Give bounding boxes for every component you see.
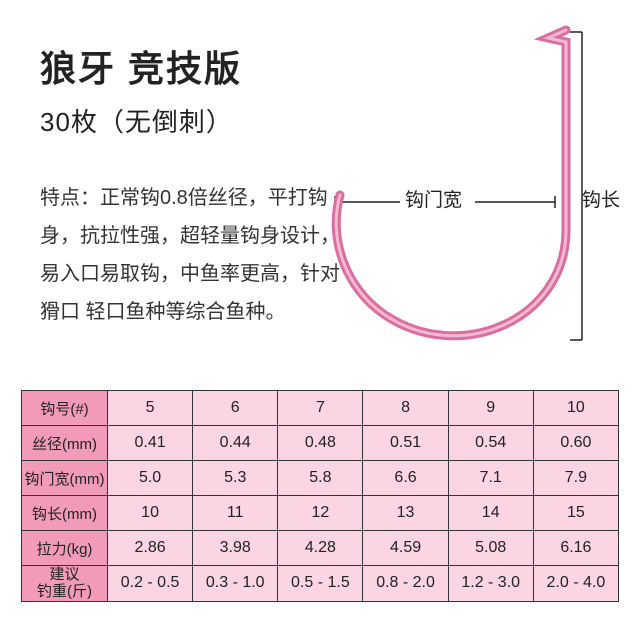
cell: 5.0 xyxy=(108,461,193,496)
cell: 0.3 - 1.0 xyxy=(193,566,278,602)
rowhead-gate: 钩门宽(mm) xyxy=(22,461,108,496)
cell: 5.08 xyxy=(448,531,533,566)
rowhead-weight: 建议钓重(斤) xyxy=(22,566,108,602)
spec-table: 钩号(#) 5 6 7 8 9 10 丝径(mm) 0.41 0.44 0.48… xyxy=(21,390,619,602)
cell: 5.3 xyxy=(193,461,278,496)
cell: 0.54 xyxy=(448,426,533,461)
table-row: 拉力(kg) 2.86 3.98 4.28 4.59 5.08 6.16 xyxy=(22,531,619,566)
table-header-row: 钩号(#) 5 6 7 8 9 10 xyxy=(22,391,619,426)
rowhead-pull: 拉力(kg) xyxy=(22,531,108,566)
cell: 0.60 xyxy=(533,426,618,461)
rowhead-weight-text: 建议钓重(斤) xyxy=(37,566,92,600)
title-block: 狼牙 竞技版 30枚（无倒刺） 特点：正常钩0.8倍丝径，平打钩身，抗拉性强，超… xyxy=(40,40,640,331)
features-text: 特点：正常钩0.8倍丝径，平打钩身，抗拉性强，超轻量钩身设计，易入口易取钩，中鱼… xyxy=(40,179,345,331)
cell: 0.2 - 0.5 xyxy=(108,566,193,602)
col-2: 7 xyxy=(278,391,363,426)
cell: 4.28 xyxy=(278,531,363,566)
cell: 0.48 xyxy=(278,426,363,461)
cell: 0.41 xyxy=(108,426,193,461)
cell: 6.6 xyxy=(363,461,448,496)
cell: 15 xyxy=(533,496,618,531)
table-body: 丝径(mm) 0.41 0.44 0.48 0.51 0.54 0.60 钩门宽… xyxy=(22,426,619,602)
cell: 12 xyxy=(278,496,363,531)
cell: 11 xyxy=(193,496,278,531)
table-row: 钩长(mm) 10 11 12 13 14 15 xyxy=(22,496,619,531)
cell: 10 xyxy=(108,496,193,531)
col-4: 9 xyxy=(448,391,533,426)
product-title: 狼牙 竞技版 xyxy=(40,40,640,92)
cell: 4.59 xyxy=(363,531,448,566)
rowhead-length: 钩长(mm) xyxy=(22,496,108,531)
table-row: 丝径(mm) 0.41 0.44 0.48 0.51 0.54 0.60 xyxy=(22,426,619,461)
col-0: 5 xyxy=(108,391,193,426)
cell: 7.1 xyxy=(448,461,533,496)
cell: 2.0 - 4.0 xyxy=(533,566,618,602)
cell: 7.9 xyxy=(533,461,618,496)
cell: 6.16 xyxy=(533,531,618,566)
cell: 14 xyxy=(448,496,533,531)
cell: 0.8 - 2.0 xyxy=(363,566,448,602)
cell: 2.86 xyxy=(108,531,193,566)
cell: 0.51 xyxy=(363,426,448,461)
cell: 3.98 xyxy=(193,531,278,566)
rowhead-wire: 丝径(mm) xyxy=(22,426,108,461)
product-subtitle: 30枚（无倒刺） xyxy=(40,102,640,139)
cell: 1.2 - 3.0 xyxy=(448,566,533,602)
col-5: 10 xyxy=(533,391,618,426)
cell: 0.44 xyxy=(193,426,278,461)
col-3: 8 xyxy=(363,391,448,426)
cell: 0.5 - 1.5 xyxy=(278,566,363,602)
col-1: 6 xyxy=(193,391,278,426)
table-row: 建议钓重(斤) 0.2 - 0.5 0.3 - 1.0 0.5 - 1.5 0.… xyxy=(22,566,619,602)
header-hooknum: 钩号(#) xyxy=(22,391,108,426)
cell: 5.8 xyxy=(278,461,363,496)
table-row: 钩门宽(mm) 5.0 5.3 5.8 6.6 7.1 7.9 xyxy=(22,461,619,496)
features-label: 特点： xyxy=(40,187,100,209)
top-section: 狼牙 竞技版 30枚（无倒刺） 特点：正常钩0.8倍丝径，平打钩身，抗拉性强，超… xyxy=(0,0,640,370)
cell: 13 xyxy=(363,496,448,531)
